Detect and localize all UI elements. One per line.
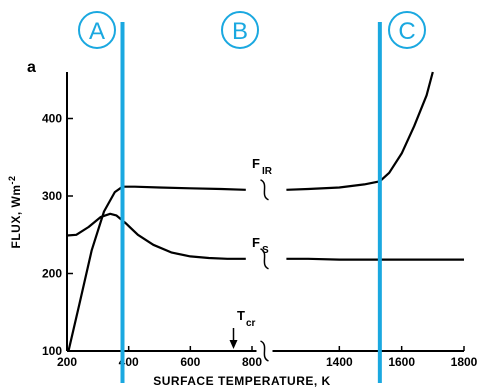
tcr-annotation: Tcr — [229, 308, 256, 349]
axis-break-2 — [260, 340, 269, 362]
tcr-arrow-head — [229, 340, 238, 349]
x-tick-label-2: 600 — [180, 355, 200, 369]
region-boundary-lines — [120, 22, 382, 383]
x-ticks: 200 400 600 800 1400 1600 1800 — [57, 346, 478, 369]
region-letter-c: C — [398, 18, 415, 45]
series-curves — [66, 71, 464, 352]
x-tick-label-3: 800 — [242, 355, 262, 369]
axis-break-0 — [260, 179, 269, 201]
series-labels: FIR FS — [252, 156, 273, 256]
series-label-fir: FIR — [252, 156, 273, 177]
x-axis-label: SURFACE TEMPERATURE, K — [153, 374, 330, 387]
x-tick-label-6: 1800 — [451, 355, 478, 369]
axis-break-1 — [260, 248, 269, 270]
series-label-fs: FS — [252, 235, 269, 256]
x-tick-label-5: 1600 — [388, 355, 415, 369]
plot-frame — [66, 72, 464, 352]
region-circle-a — [78, 11, 116, 49]
y-axis-label: FLUX, Wm-2 — [7, 175, 23, 248]
series-line-0-part-0 — [67, 185, 246, 352]
y-ticks: 100 200 300 400 — [42, 112, 73, 358]
x-tick-label-0: 200 — [57, 355, 77, 369]
y-tick-label-0: 100 — [42, 344, 62, 358]
tcr-label: Tcr — [237, 308, 256, 329]
y-tick-label-1: 200 — [42, 267, 62, 281]
axis-break-marks — [256, 179, 273, 362]
panel-label: a — [27, 59, 36, 76]
region-circle-c — [388, 11, 426, 49]
y-tick-label-3: 400 — [42, 112, 62, 126]
region-circle-b — [221, 11, 259, 49]
x-tick-label-4: 1400 — [326, 355, 353, 369]
y-tick-label-2: 300 — [42, 189, 62, 203]
series-line-1-part-0 — [66, 212, 246, 260]
series-line-1-part-1 — [286, 257, 464, 261]
series-line-0-part-1 — [286, 71, 434, 191]
y-axis-title: FLUX, Wm-2 — [7, 175, 23, 248]
region-letter-b: B — [232, 18, 248, 45]
region-letter-a: A — [89, 18, 105, 45]
region-markers: A B C — [78, 11, 426, 49]
